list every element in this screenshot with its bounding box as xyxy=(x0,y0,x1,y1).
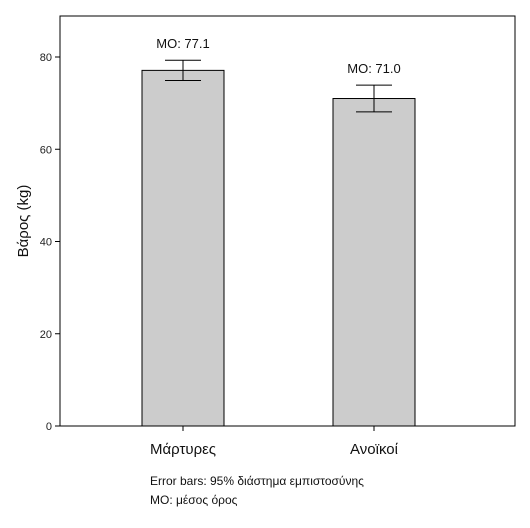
y-tick-label: 40 xyxy=(40,237,52,249)
x-axis: Μάρτυρες Ανοϊκοί xyxy=(150,426,399,458)
y-tick-label: 20 xyxy=(40,329,52,341)
data-label: ΜΟ: 71.0 xyxy=(347,61,400,76)
x-tick-label: Μάρτυρες xyxy=(150,441,216,458)
error-bars-group xyxy=(165,59,392,113)
data-label: ΜΟ: 77.1 xyxy=(156,36,209,51)
footnote-mean: ΜΟ: μέσος όρος xyxy=(150,493,238,507)
x-tick-label: Ανοϊκοί xyxy=(350,441,399,458)
plot-area-frame xyxy=(59,15,516,427)
bars-group xyxy=(141,69,416,427)
y-tick-label: 0 xyxy=(46,421,52,433)
y-axis: 0 20 40 60 80 xyxy=(40,52,60,433)
footnote-error-bars: Error bars: 95% διάστημα εμπιστοσύνης xyxy=(150,474,364,488)
bar xyxy=(332,98,416,427)
bar xyxy=(141,69,225,427)
y-tick-label: 80 xyxy=(40,52,52,64)
y-axis-label: Βάρος (kg) xyxy=(15,185,32,258)
data-labels-group: ΜΟ: 77.1 ΜΟ: 71.0 xyxy=(156,36,400,76)
y-tick-label: 60 xyxy=(40,144,52,156)
